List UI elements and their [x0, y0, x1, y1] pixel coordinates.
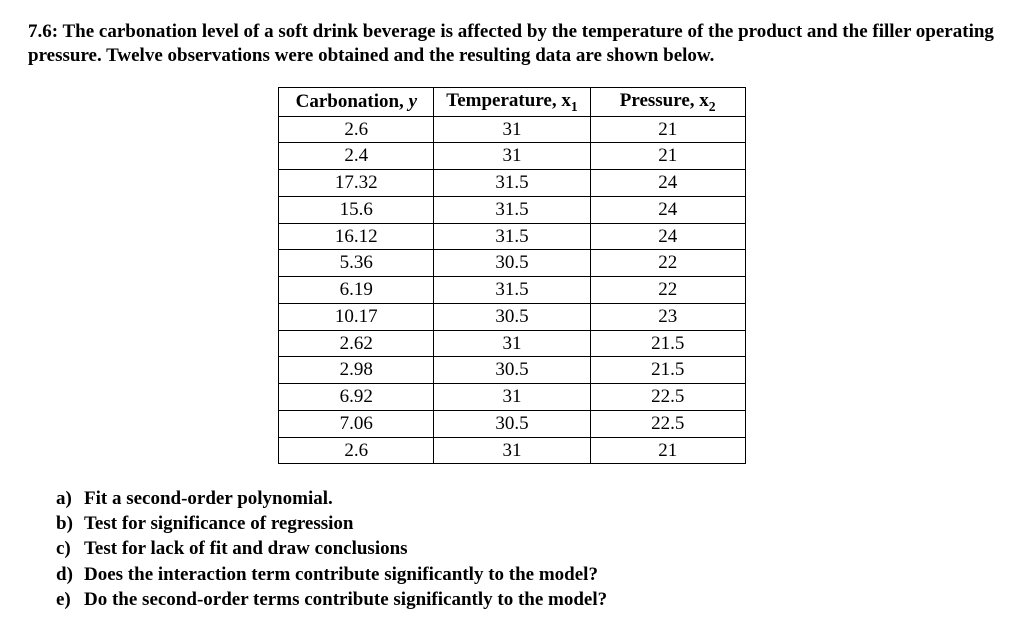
table-row: 6.1931.522 [279, 277, 745, 304]
question-text: Fit a second-order polynomial. [84, 486, 333, 511]
table-body: 2.631212.4312117.3231.52415.631.52416.12… [279, 116, 745, 464]
question-text: Test for significance of regression [84, 511, 354, 536]
table-cell: 24 [590, 170, 745, 197]
table-cell: 2.6 [279, 116, 434, 143]
table-cell: 31 [434, 116, 590, 143]
table-cell: 31.5 [434, 170, 590, 197]
problem-text: The carbonation level of a soft drink be… [28, 21, 994, 66]
table-cell: 6.19 [279, 277, 434, 304]
col-header-carbonation: Carbonation, y [279, 87, 434, 116]
table-row: 15.631.524 [279, 196, 745, 223]
question-d: d) Does the interaction term contribute … [56, 562, 996, 587]
table-cell: 22 [590, 250, 745, 277]
question-a: a) Fit a second-order polynomial. [56, 486, 996, 511]
col-header-pressure: Pressure, x2 [590, 87, 745, 116]
question-letter: d) [56, 562, 84, 587]
table-cell: 5.36 [279, 250, 434, 277]
question-text: Does the interaction term contribute sig… [84, 562, 598, 587]
table-cell: 30.5 [434, 303, 590, 330]
table-cell: 17.32 [279, 170, 434, 197]
table-cell: 7.06 [279, 410, 434, 437]
table-cell: 21 [590, 437, 745, 464]
question-b: b) Test for significance of regression [56, 511, 996, 536]
table-cell: 23 [590, 303, 745, 330]
table-row: 2.9830.521.5 [279, 357, 745, 384]
table-row: 2.63121 [279, 116, 745, 143]
table-cell: 31.5 [434, 196, 590, 223]
table-cell: 30.5 [434, 410, 590, 437]
table-cell: 31 [434, 143, 590, 170]
table-cell: 31 [434, 330, 590, 357]
table-cell: 30.5 [434, 357, 590, 384]
table-cell: 15.6 [279, 196, 434, 223]
question-c: c) Test for lack of fit and draw conclus… [56, 536, 996, 561]
table-cell: 24 [590, 223, 745, 250]
table-cell: 24 [590, 196, 745, 223]
data-table: Carbonation, y Temperature, x1 Pressure,… [278, 87, 745, 465]
table-cell: 22.5 [590, 384, 745, 411]
table-header-row: Carbonation, y Temperature, x1 Pressure,… [279, 87, 745, 116]
table-row: 10.1730.523 [279, 303, 745, 330]
table-row: 2.63121 [279, 437, 745, 464]
table-cell: 16.12 [279, 223, 434, 250]
table-row: 16.1231.524 [279, 223, 745, 250]
col-header-temperature: Temperature, x1 [434, 87, 590, 116]
table-cell: 2.4 [279, 143, 434, 170]
question-letter: a) [56, 486, 84, 511]
table-cell: 21.5 [590, 330, 745, 357]
table-row: 6.923122.5 [279, 384, 745, 411]
question-text: Do the second-order terms contribute sig… [84, 587, 607, 612]
table-cell: 10.17 [279, 303, 434, 330]
table-cell: 21 [590, 116, 745, 143]
table-cell: 31.5 [434, 223, 590, 250]
table-cell: 21.5 [590, 357, 745, 384]
table-cell: 2.62 [279, 330, 434, 357]
problem-number: 7.6: [28, 21, 58, 42]
question-e: e) Do the second-order terms contribute … [56, 587, 996, 612]
table-row: 2.43121 [279, 143, 745, 170]
question-letter: c) [56, 536, 84, 561]
table-cell: 31 [434, 437, 590, 464]
problem-statement: 7.6: The carbonation level of a soft dri… [28, 20, 996, 69]
table-cell: 31 [434, 384, 590, 411]
table-row: 17.3231.524 [279, 170, 745, 197]
table-row: 7.0630.522.5 [279, 410, 745, 437]
table-cell: 30.5 [434, 250, 590, 277]
table-cell: 31.5 [434, 277, 590, 304]
questions-list: a) Fit a second-order polynomial. b) Tes… [28, 486, 996, 611]
table-cell: 2.98 [279, 357, 434, 384]
table-cell: 22.5 [590, 410, 745, 437]
question-letter: b) [56, 511, 84, 536]
table-row: 2.623121.5 [279, 330, 745, 357]
table-row: 5.3630.522 [279, 250, 745, 277]
question-text: Test for lack of fit and draw conclusion… [84, 536, 408, 561]
table-cell: 6.92 [279, 384, 434, 411]
question-letter: e) [56, 587, 84, 612]
table-cell: 21 [590, 143, 745, 170]
table-cell: 2.6 [279, 437, 434, 464]
table-cell: 22 [590, 277, 745, 304]
